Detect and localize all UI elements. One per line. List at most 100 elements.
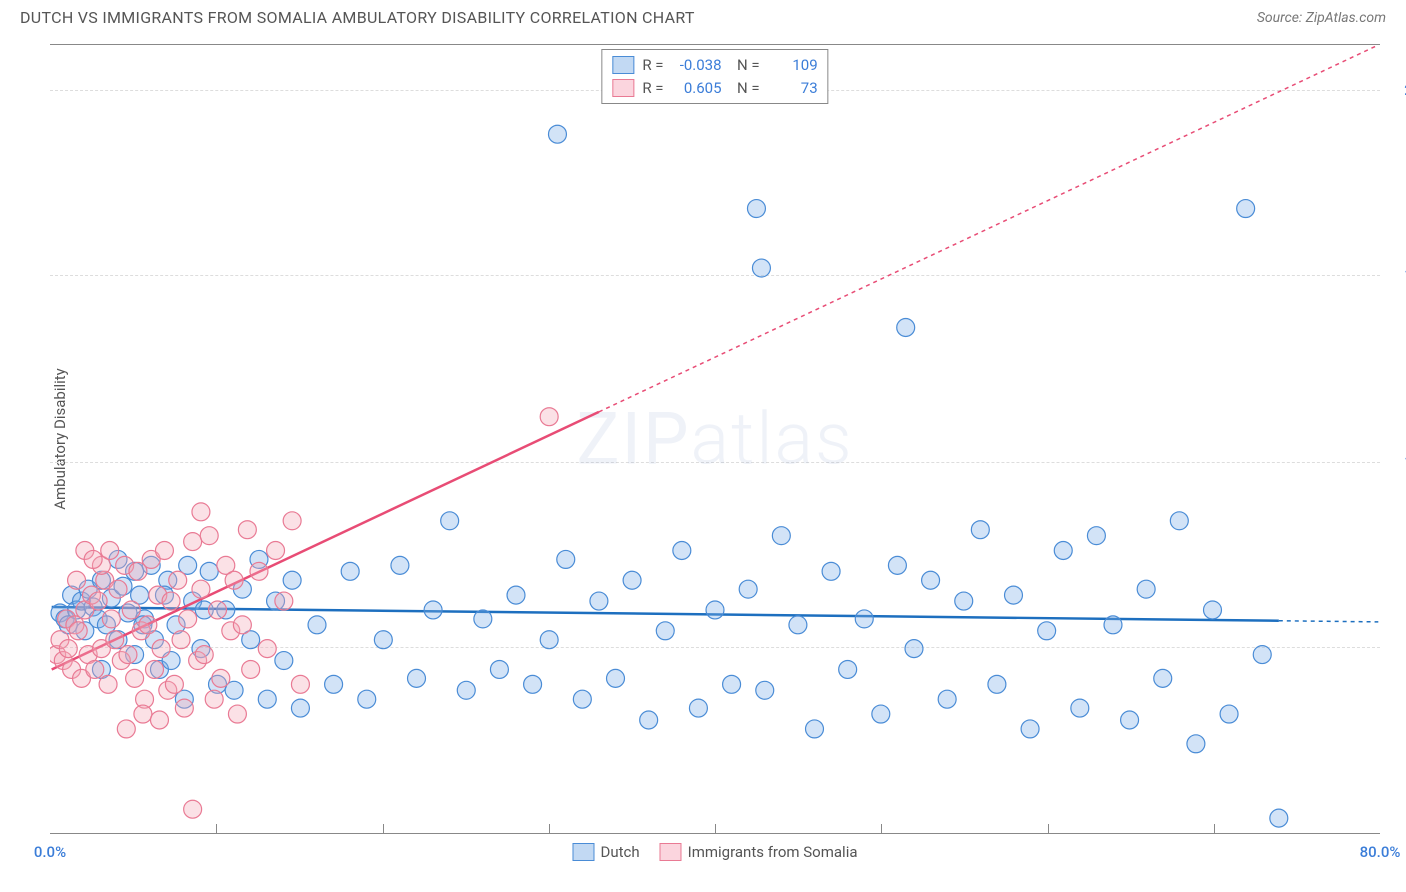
scatter-point bbox=[752, 259, 770, 277]
scatter-point bbox=[739, 580, 757, 598]
chart-area: Ambulatory Disability R = -0.038 N = 109… bbox=[50, 44, 1380, 834]
scatter-point bbox=[106, 631, 124, 649]
scatter-point bbox=[89, 592, 107, 610]
scatter-point bbox=[789, 616, 807, 634]
scatter-point bbox=[275, 592, 293, 610]
scatter-point bbox=[101, 542, 119, 560]
scatter-point bbox=[590, 592, 608, 610]
scatter-point bbox=[474, 610, 492, 628]
legend-swatch-somalia bbox=[660, 843, 682, 861]
scatter-point bbox=[1054, 542, 1072, 560]
scatter-point bbox=[822, 562, 840, 580]
stat-r-label: R = bbox=[642, 54, 663, 77]
scatter-point bbox=[855, 610, 873, 628]
scatter-point bbox=[1087, 527, 1105, 545]
scatter-point bbox=[162, 592, 180, 610]
scatter-point bbox=[1220, 705, 1238, 723]
scatter-point bbox=[126, 669, 144, 687]
scatter-point bbox=[1170, 512, 1188, 530]
scatter-point bbox=[175, 699, 193, 717]
scatter-point bbox=[325, 675, 343, 693]
scatter-point bbox=[548, 125, 566, 143]
scatter-plot-svg bbox=[50, 45, 1380, 833]
scatter-point bbox=[233, 616, 251, 634]
scatter-point bbox=[1204, 601, 1222, 619]
scatter-point bbox=[1187, 735, 1205, 753]
scatter-point bbox=[184, 800, 202, 818]
scatter-point bbox=[1071, 699, 1089, 717]
scatter-point bbox=[747, 200, 765, 218]
scatter-point bbox=[1154, 669, 1172, 687]
legend-label-somalia: Immigrants from Somalia bbox=[688, 843, 858, 861]
scatter-point bbox=[275, 652, 293, 670]
scatter-point bbox=[205, 690, 223, 708]
scatter-point bbox=[146, 660, 164, 678]
scatter-point bbox=[723, 675, 741, 693]
scatter-point bbox=[490, 660, 508, 678]
scatter-point bbox=[706, 601, 724, 619]
x-tick-label: 0.0% bbox=[34, 843, 66, 861]
scatter-point bbox=[1253, 646, 1271, 664]
scatter-point bbox=[102, 610, 120, 628]
scatter-point bbox=[772, 527, 790, 545]
scatter-point bbox=[84, 550, 102, 568]
scatter-point bbox=[225, 571, 243, 589]
scatter-point bbox=[922, 571, 940, 589]
stat-n-label2: N = bbox=[730, 77, 760, 100]
scatter-point bbox=[540, 408, 558, 426]
scatter-point bbox=[988, 675, 1006, 693]
legend-bottom: Dutch Immigrants from Somalia bbox=[572, 843, 857, 861]
scatter-point bbox=[109, 580, 127, 598]
scatter-point bbox=[267, 542, 285, 560]
scatter-point bbox=[573, 690, 591, 708]
scatter-point bbox=[1021, 720, 1039, 738]
trend-line-dashed bbox=[1279, 621, 1378, 622]
scatter-point bbox=[283, 512, 301, 530]
scatter-point bbox=[1270, 809, 1288, 827]
scatter-point bbox=[258, 690, 276, 708]
chart-title: DUTCH VS IMMIGRANTS FROM SOMALIA AMBULAT… bbox=[20, 8, 695, 27]
scatter-point bbox=[200, 527, 218, 545]
scatter-point bbox=[258, 640, 276, 658]
scatter-point bbox=[283, 571, 301, 589]
swatch-somalia bbox=[612, 79, 634, 97]
scatter-point bbox=[228, 705, 246, 723]
scatter-point bbox=[557, 550, 575, 568]
scatter-point bbox=[308, 616, 326, 634]
stat-n-dutch: 109 bbox=[768, 54, 818, 77]
scatter-point bbox=[806, 720, 824, 738]
scatter-point bbox=[69, 622, 87, 640]
scatter-point bbox=[408, 669, 426, 687]
scatter-point bbox=[1137, 580, 1155, 598]
header: DUTCH VS IMMIGRANTS FROM SOMALIA AMBULAT… bbox=[0, 0, 1406, 31]
scatter-point bbox=[524, 675, 542, 693]
legend-swatch-dutch bbox=[572, 843, 594, 861]
scatter-point bbox=[117, 720, 135, 738]
scatter-point bbox=[1104, 616, 1122, 634]
stat-n-somalia: 73 bbox=[768, 77, 818, 100]
scatter-point bbox=[250, 562, 268, 580]
stat-r-dutch: -0.038 bbox=[672, 54, 722, 77]
scatter-point bbox=[938, 690, 956, 708]
scatter-point bbox=[540, 631, 558, 649]
scatter-point bbox=[457, 681, 475, 699]
stat-r-somalia: 0.605 bbox=[672, 77, 722, 100]
scatter-point bbox=[689, 699, 707, 717]
scatter-point bbox=[165, 675, 183, 693]
scatter-point bbox=[59, 640, 77, 658]
scatter-point bbox=[971, 521, 989, 539]
scatter-point bbox=[441, 512, 459, 530]
scatter-point bbox=[139, 616, 157, 634]
stats-row-somalia: R = 0.605 N = 73 bbox=[612, 77, 817, 100]
scatter-point bbox=[955, 592, 973, 610]
scatter-point bbox=[152, 640, 170, 658]
scatter-point bbox=[86, 660, 104, 678]
scatter-point bbox=[358, 690, 376, 708]
x-tick-label: 80.0% bbox=[1360, 843, 1401, 861]
scatter-point bbox=[291, 699, 309, 717]
stats-row-dutch: R = -0.038 N = 109 bbox=[612, 54, 817, 77]
stats-legend-box: R = -0.038 N = 109 R = 0.605 N = 73 bbox=[601, 49, 828, 104]
scatter-point bbox=[150, 711, 168, 729]
scatter-point bbox=[169, 571, 187, 589]
scatter-point bbox=[756, 681, 774, 699]
